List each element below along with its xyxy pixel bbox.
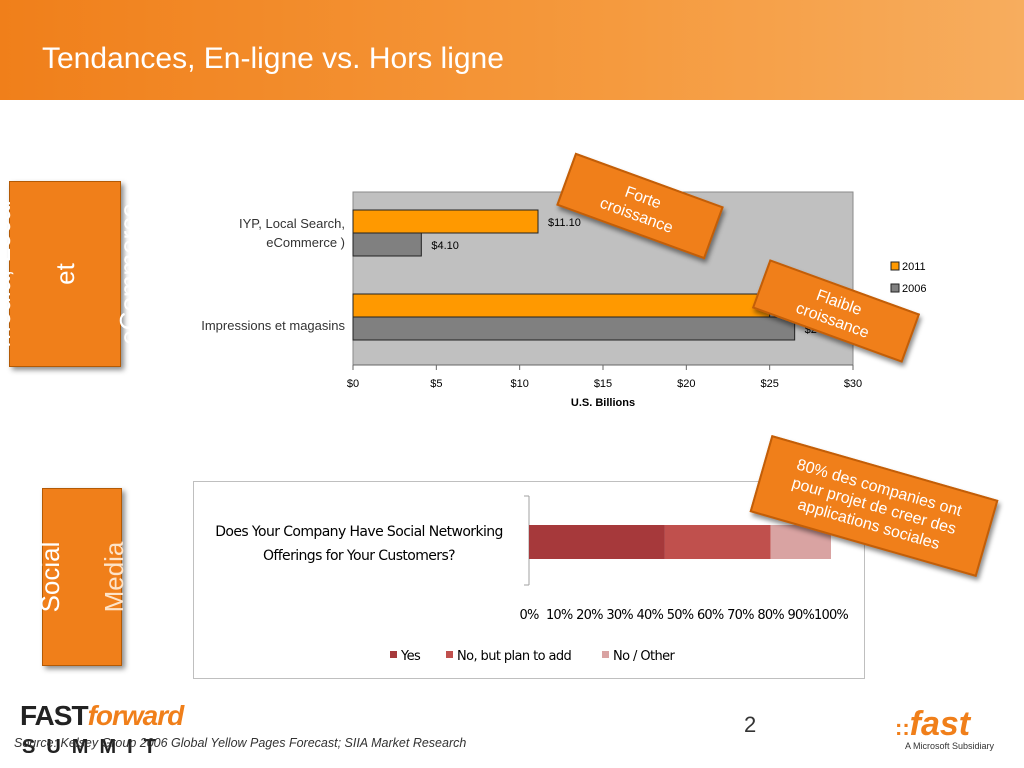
logo-dots: :: bbox=[895, 715, 910, 740]
chart-market-size: $11.10$4.10$2 IYP, Local Search,eCommerc… bbox=[201, 191, 935, 409]
chart1-legend-label: 2011 bbox=[902, 261, 926, 273]
chart2-tick-label: 50% bbox=[667, 608, 694, 623]
chart1-data-label: $11.10 bbox=[548, 217, 581, 229]
chart1-xlabel: U.S. Billions bbox=[571, 397, 635, 409]
chart1-legend-swatch bbox=[890, 283, 900, 293]
chart-social-networking: Does Your Company Have Social Networking… bbox=[215, 495, 849, 664]
logo-forward-word: forward bbox=[87, 700, 185, 731]
chart2-tick-label: 10% bbox=[546, 608, 573, 623]
social-label-line2: Media bbox=[99, 541, 129, 613]
chart2-tick-label: 30% bbox=[606, 608, 633, 623]
chart2-legend-swatch bbox=[390, 651, 397, 658]
fast-company-logo: ::fast A Microsoft Subsidiary bbox=[895, 705, 994, 751]
chart1-category-label: IYP, Local Search, bbox=[239, 216, 345, 231]
logo-summit-word: SUMMIT bbox=[22, 736, 167, 758]
media-local-label: Media, Local et eCommerce bbox=[0, 181, 144, 367]
chart1-tick-label: $30 bbox=[844, 378, 862, 390]
chart2-legend-label: Yes bbox=[400, 649, 421, 664]
chart2-legend-swatch bbox=[446, 651, 453, 658]
chart2-tick-label: 0% bbox=[519, 608, 538, 623]
chart1-tick-label: $5 bbox=[430, 378, 442, 390]
header-bar: Tendances, En-ligne vs. Hors ligne bbox=[0, 0, 1024, 100]
chart1-legend-label: 2006 bbox=[902, 283, 926, 295]
logo-subsidiary-text: A Microsoft Subsidiary bbox=[905, 741, 995, 751]
chart2-tick-label: 70% bbox=[727, 608, 754, 623]
chart1-tick-label: $10 bbox=[510, 378, 528, 390]
chart1-category-label: Impressions et magasins bbox=[201, 318, 345, 333]
chart1-tick-label: $0 bbox=[347, 378, 359, 390]
chart2-tick-label: 40% bbox=[637, 608, 664, 623]
chart2-segment-0 bbox=[529, 525, 665, 559]
chart1-tick-label: $20 bbox=[677, 378, 695, 390]
chart1-legend-swatch bbox=[890, 261, 900, 271]
social-label-line1: Social bbox=[35, 541, 65, 613]
chart1-bar-2011-0 bbox=[352, 209, 539, 234]
chart2-legend-swatch bbox=[602, 651, 609, 658]
chart1-legend-box bbox=[880, 256, 935, 298]
chart1-bar-2006-1 bbox=[352, 316, 796, 341]
chart2-tick-label: 90% bbox=[788, 608, 815, 623]
chart2-tick-label: 20% bbox=[576, 608, 603, 623]
page-number: 2 bbox=[744, 712, 757, 737]
chart2-tick-label: 80% bbox=[757, 608, 784, 623]
chart1-tick-label: $15 bbox=[594, 378, 612, 390]
chart2-segment-1 bbox=[664, 525, 771, 559]
social-media-label: Social Media bbox=[35, 488, 129, 666]
source-citation: Source: Kelsey Group 2006 Global Yellow … bbox=[14, 736, 467, 750]
chart2-legend-label: No / Other bbox=[613, 649, 675, 664]
chart1-bar-2011-1 bbox=[352, 293, 771, 318]
chart2-tick-label: 60% bbox=[697, 608, 724, 623]
chart2-category-label: Does Your Company Have Social Networking bbox=[215, 524, 503, 540]
logo-fast-word: FAST bbox=[20, 700, 89, 731]
chart2-legend-label: No, but plan to add bbox=[457, 649, 571, 664]
chart1-data-label: $4.10 bbox=[431, 240, 459, 252]
slide-title: Tendances, En-ligne vs. Hors ligne bbox=[42, 42, 504, 75]
chart1-category-label: eCommerce ) bbox=[266, 235, 345, 250]
fastforward-summit-logo: FASTforward SUMMIT bbox=[20, 700, 185, 758]
chart2-category-label: Offerings for Your Customers? bbox=[263, 548, 455, 564]
chart-social-frame: Does Your Company Have Social Networking… bbox=[193, 481, 865, 679]
logo-fast-company-word: fast bbox=[909, 705, 971, 743]
chart1-bar-2006-0 bbox=[352, 232, 422, 257]
chart1-tick-label: $25 bbox=[760, 378, 778, 390]
chart2-tick-label: 100% bbox=[814, 608, 848, 623]
